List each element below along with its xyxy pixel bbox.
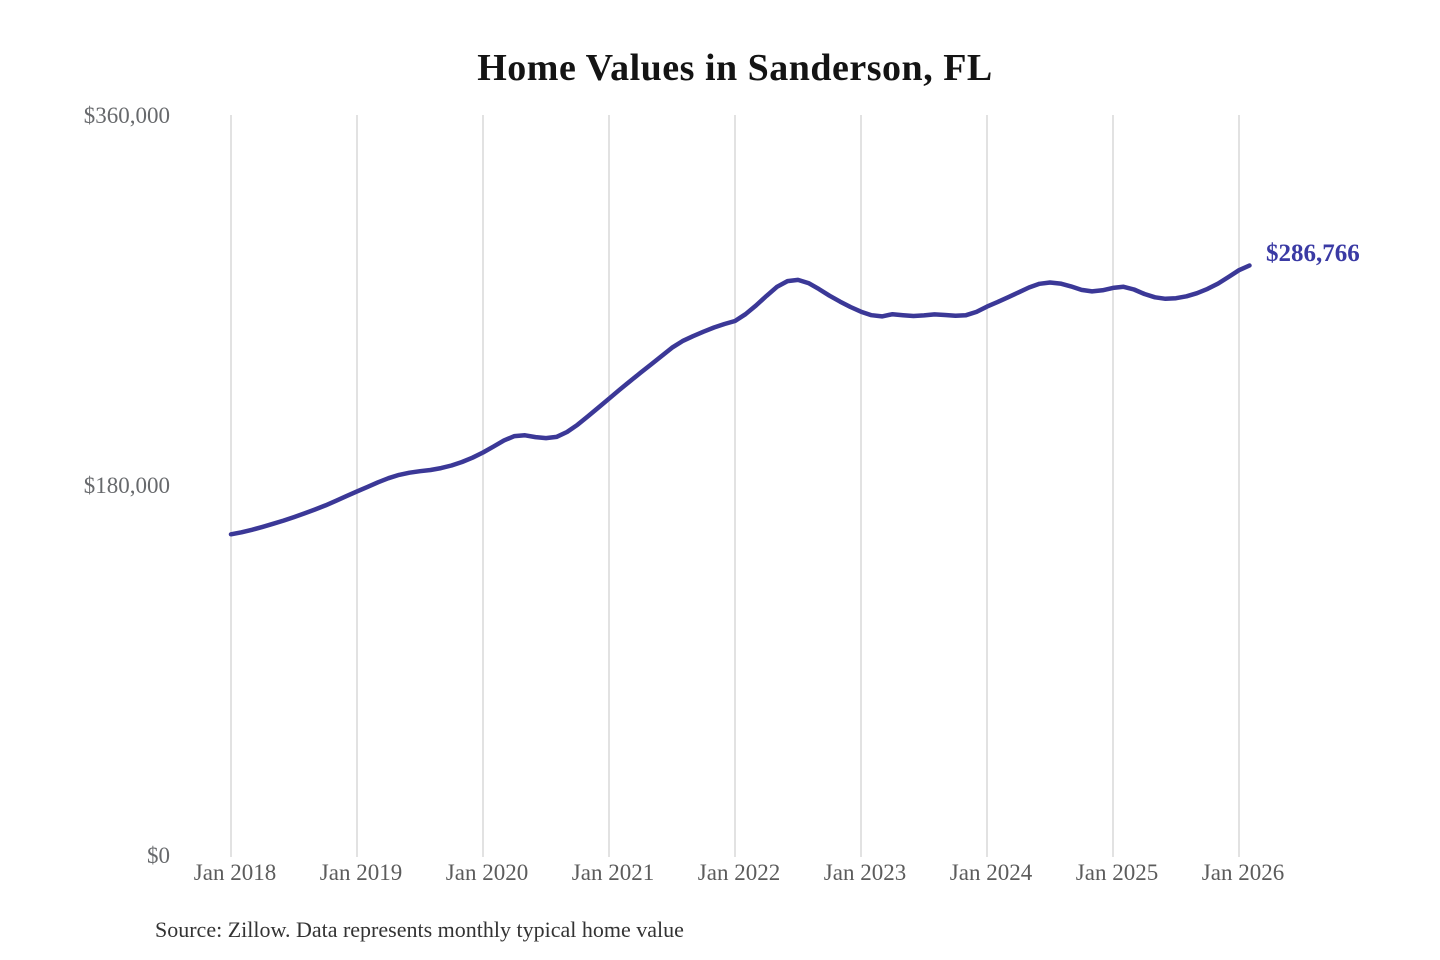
y-tick-label: $360,000	[84, 103, 170, 128]
x-tick-label: Jan 2021	[572, 860, 654, 885]
gridlines	[230, 115, 1240, 857]
current-value-label: $286,766	[1266, 240, 1360, 267]
y-tick-label: $0	[147, 843, 170, 868]
x-axis-labels: Jan 2018 Jan 2019 Jan 2020 Jan 2021 Jan 2022…	[194, 860, 1284, 885]
x-tick-label: Jan 2025	[1076, 860, 1158, 885]
x-tick-label: Jan 2026	[1202, 860, 1284, 885]
chart-title: Home Values in Sanderson, FL	[477, 47, 993, 89]
x-tick-label: Jan 2020	[446, 860, 528, 885]
y-tick-label: $180,000	[84, 473, 170, 498]
y-axis-labels: $0 $180,000 $360,000	[84, 103, 170, 868]
x-tick-label: Jan 2022	[698, 860, 780, 885]
home-value-line	[228, 263, 1252, 537]
x-tick-label: Jan 2023	[824, 860, 906, 885]
source-note: Source: Zillow. Data represents monthly …	[155, 917, 684, 942]
x-tick-label: Jan 2019	[320, 860, 402, 885]
x-tick-label: Jan 2018	[194, 860, 276, 885]
x-tick-label: Jan 2024	[950, 860, 1033, 885]
